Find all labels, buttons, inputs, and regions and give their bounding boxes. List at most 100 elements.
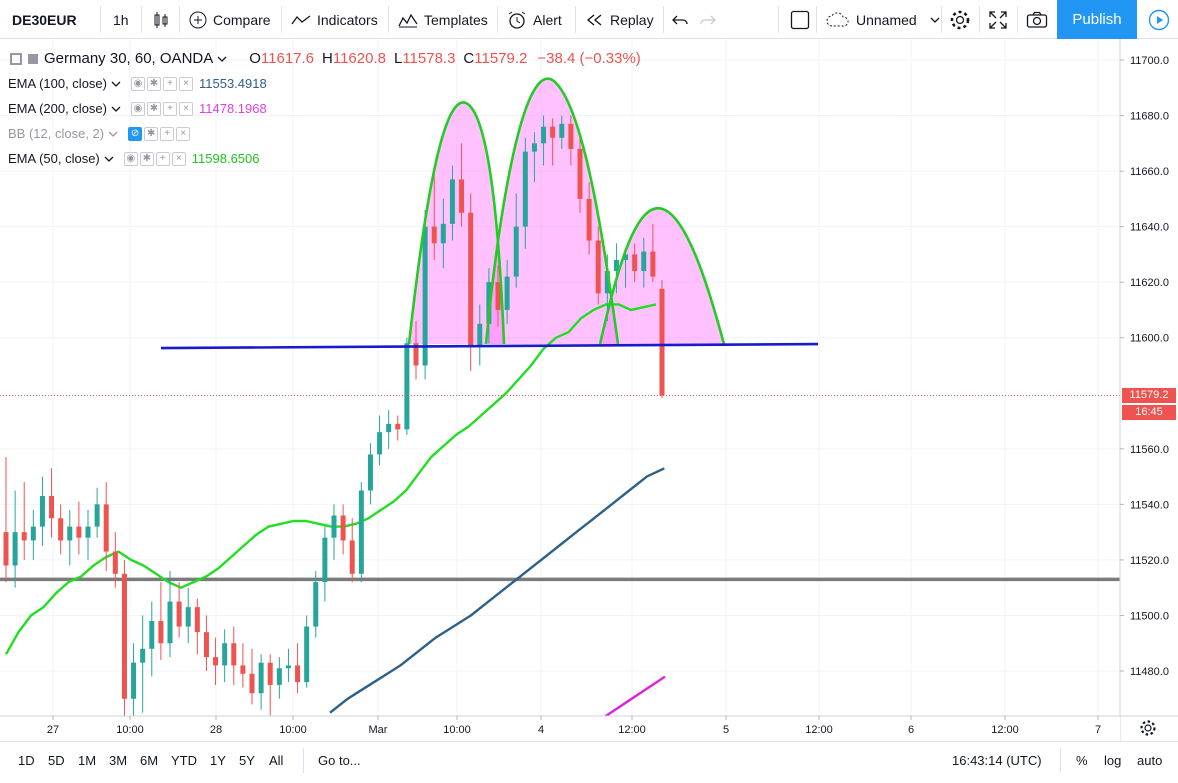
candle xyxy=(85,509,91,560)
range-5y[interactable]: 5Y xyxy=(239,753,255,768)
plus-icon[interactable]: + xyxy=(163,76,177,91)
candle-body xyxy=(641,251,647,272)
plus-icon[interactable]: + xyxy=(155,151,170,166)
range-1d[interactable]: 1D xyxy=(18,753,35,768)
candle-body xyxy=(623,254,629,260)
close-icon[interactable]: × xyxy=(176,126,191,141)
log-toggle[interactable]: log xyxy=(1104,753,1122,768)
chevron-down-icon[interactable] xyxy=(217,55,227,63)
axis-settings-gear-icon[interactable] xyxy=(1140,720,1156,736)
candle-body xyxy=(167,601,173,644)
alert-label: Alert xyxy=(533,11,562,28)
eye-icon[interactable]: ◉ xyxy=(123,151,138,166)
indicator-label[interactable]: EMA (50, close) xyxy=(8,151,100,166)
time-tick-label: 10:00 xyxy=(279,724,307,736)
range-6m[interactable]: 6M xyxy=(140,753,159,768)
interval-button[interactable]: 1h xyxy=(113,11,129,28)
settings-button[interactable] xyxy=(949,0,971,39)
publish-button[interactable]: Publish xyxy=(1057,0,1137,39)
templates-button[interactable]: Templates xyxy=(398,0,488,39)
range-5d[interactable]: 5D xyxy=(48,753,65,768)
eye-icon[interactable]: ◉ xyxy=(131,76,145,91)
redo-button[interactable] xyxy=(700,0,716,39)
candle xyxy=(140,615,146,713)
alert-button[interactable]: Alert xyxy=(507,0,562,39)
candle-body xyxy=(377,432,383,455)
layout-name-button[interactable]: Unnamed xyxy=(826,0,941,39)
price-tick-label: 11500.0 xyxy=(1130,610,1169,622)
candle xyxy=(422,209,428,380)
candle-body xyxy=(222,643,228,666)
close-icon[interactable]: × xyxy=(179,76,193,91)
gear-icon-teeth xyxy=(1140,720,1156,736)
percent-toggle[interactable]: % xyxy=(1076,753,1088,768)
goto-button[interactable]: Go to... xyxy=(318,753,361,768)
replay-button[interactable]: Replay xyxy=(586,0,654,39)
compare-button[interactable]: Compare xyxy=(189,0,271,39)
candle xyxy=(541,115,547,166)
symbol-title[interactable]: Germany 30, 60, OANDA xyxy=(44,50,214,67)
candle-body xyxy=(121,573,127,699)
layout-name-label: Unnamed xyxy=(856,11,917,28)
auto-toggle[interactable]: auto xyxy=(1137,753,1163,768)
price-tick-label: 11480.0 xyxy=(1130,666,1169,678)
time-tick-label: 5 xyxy=(723,724,729,736)
range-3m[interactable]: 3M xyxy=(109,753,128,768)
range-1m[interactable]: 1M xyxy=(78,753,97,768)
candle xyxy=(67,509,73,566)
gear-icon[interactable]: ✱ xyxy=(139,151,154,166)
flag-icon[interactable] xyxy=(28,53,38,64)
indicator-label[interactable]: EMA (100, close) xyxy=(8,76,107,91)
collapse-icon[interactable] xyxy=(10,52,22,65)
candle xyxy=(358,482,364,583)
chevron-down-icon[interactable] xyxy=(111,80,121,88)
chart-style-button[interactable] xyxy=(152,0,170,39)
gear-icon[interactable]: ✱ xyxy=(147,76,161,91)
range-ytd[interactable]: YTD xyxy=(171,753,197,768)
candle xyxy=(331,504,337,560)
gear-icon[interactable]: ✱ xyxy=(147,101,161,116)
fullscreen-button[interactable] xyxy=(988,0,1008,39)
chevron-down-icon[interactable] xyxy=(104,155,114,163)
chevron-down-icon[interactable] xyxy=(111,105,121,113)
price-tick-label: 11520.0 xyxy=(1130,555,1169,567)
chart-area[interactable]: 11700.0 11680.0 11660.0 11640.0 11620.0 11600… xyxy=(0,39,1178,741)
candle-body xyxy=(131,662,137,699)
select-all-checkbox[interactable] xyxy=(790,0,810,39)
candle-body xyxy=(85,526,91,538)
chevron-down-icon[interactable] xyxy=(108,130,118,138)
candle-body xyxy=(541,126,547,144)
candle-body xyxy=(103,504,109,552)
snapshot-button[interactable] xyxy=(1026,0,1048,39)
candle xyxy=(322,526,328,602)
gear-icon[interactable]: ✱ xyxy=(144,126,159,141)
pattern-shape-fill xyxy=(486,78,618,344)
price-tick-label: 11700.0 xyxy=(1130,55,1169,67)
indicator-label[interactable]: EMA (200, close) xyxy=(8,101,107,116)
close-icon[interactable]: × xyxy=(179,101,193,116)
eye-icon[interactable]: ◉ xyxy=(131,101,145,116)
replay-play-button[interactable] xyxy=(1139,0,1178,39)
clock-display[interactable]: 16:43:14 (UTC) xyxy=(952,753,1042,768)
symbol-search[interactable]: DE30EUR xyxy=(12,11,77,28)
plus-icon[interactable]: + xyxy=(163,101,177,116)
candle-body xyxy=(422,226,428,366)
indicators-label: Indicators xyxy=(317,11,378,28)
time-axis[interactable]: 27 10:00 28 10:00 Mar 10:00 4 12:00 5 12:00 6 12:00… xyxy=(0,715,1178,741)
plus-icon[interactable]: + xyxy=(160,126,175,141)
candle xyxy=(313,571,319,638)
price-axis[interactable]: 11700.0 11680.0 11660.0 11640.0 11620.0 11600… xyxy=(1119,39,1178,741)
range-all[interactable]: All xyxy=(269,753,284,768)
indicator-label[interactable]: BB (12, close, 2) xyxy=(8,126,105,141)
undo-button[interactable] xyxy=(672,0,688,39)
indicators-button[interactable]: Indicators xyxy=(291,0,378,39)
toolbar-divider xyxy=(100,6,101,33)
range-1y[interactable]: 1Y xyxy=(210,753,226,768)
close-icon[interactable]: × xyxy=(171,151,186,166)
candle xyxy=(39,476,45,547)
candle xyxy=(531,132,537,183)
redo-icon xyxy=(700,15,716,24)
hidden-eye-icon[interactable]: ⊘ xyxy=(128,126,143,141)
candle-body xyxy=(331,515,337,538)
candle-body xyxy=(58,518,64,541)
